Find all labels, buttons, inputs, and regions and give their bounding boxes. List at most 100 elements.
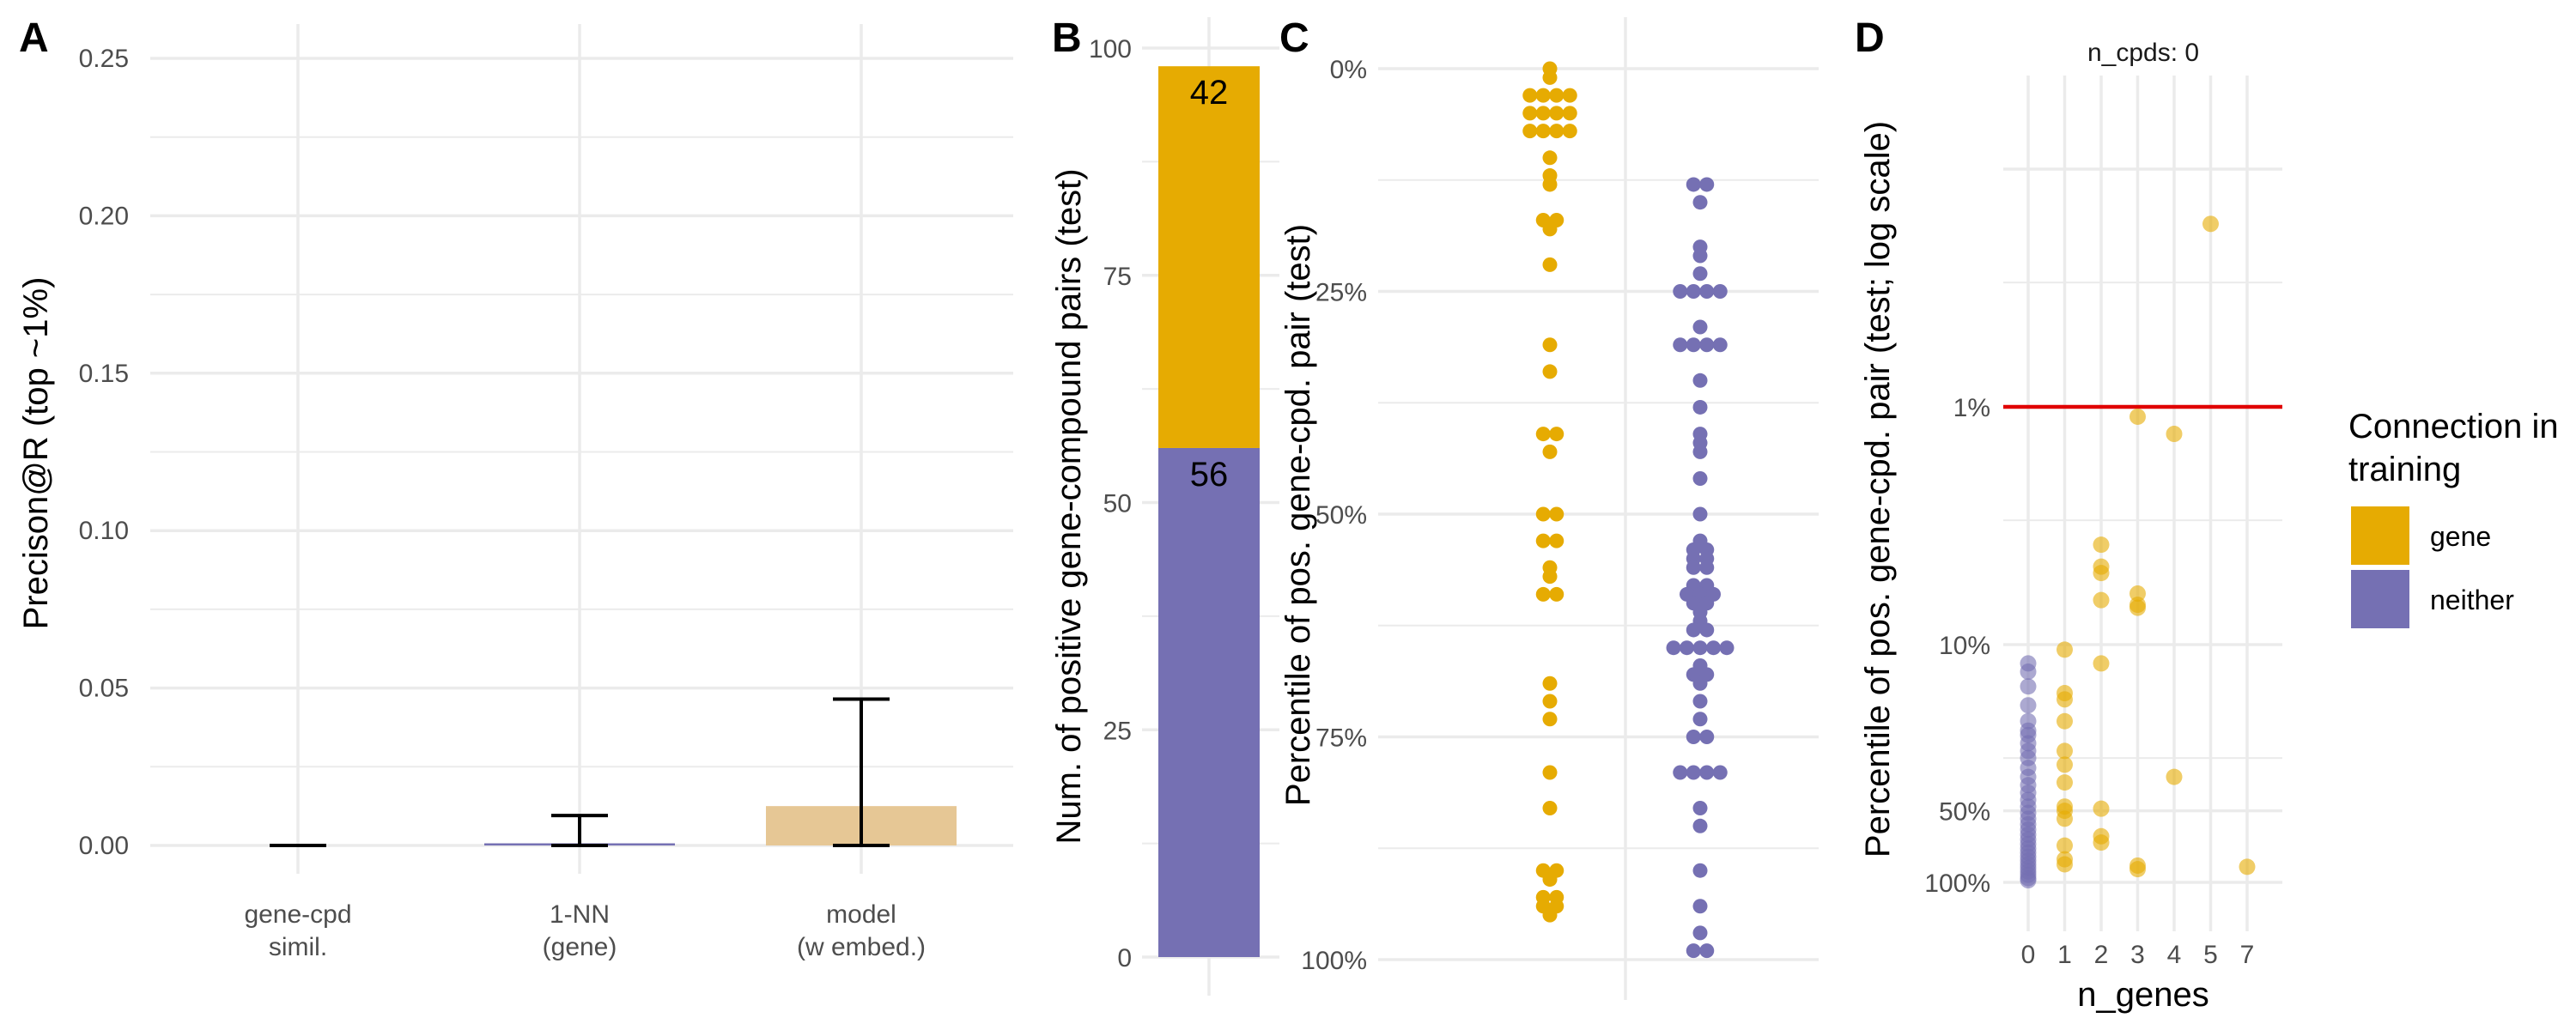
panel-b-y-tick-label: 0 xyxy=(1117,944,1132,972)
panel-c-point-gene xyxy=(1549,533,1564,548)
panel-c-point-neither xyxy=(1666,640,1681,656)
panel-d-point-gene xyxy=(2129,585,2146,603)
panel-d-point-gene xyxy=(2093,834,2110,851)
panel-a-x-tick-label: simil. xyxy=(269,933,327,961)
panel-c-point-gene xyxy=(1549,427,1564,442)
panel-c-point-neither xyxy=(1692,694,1708,709)
panel-c-point-neither xyxy=(1712,337,1728,353)
panel-d-x-tick-label: 7 xyxy=(2240,941,2255,969)
legend: Connection in training gene neither xyxy=(2348,408,2559,628)
panel-a-x-tick-label: gene-cpd xyxy=(244,900,351,929)
panel-c-point-gene xyxy=(1542,257,1558,272)
panel-d-x-tick-label: 3 xyxy=(2130,941,2145,969)
legend-title-line1: Connection in xyxy=(2348,408,2559,445)
panel-d-letter: D xyxy=(1855,15,1885,61)
panel-c-point-gene xyxy=(1549,506,1564,522)
panel-a-y-tick-label: 0.25 xyxy=(79,45,129,73)
panel-c-point-gene xyxy=(1522,106,1538,121)
panel-a-y-tick-label: 0.20 xyxy=(79,202,129,230)
panel-d-y-axis-label: Percentile of pos. gene-cpd. pair (test;… xyxy=(1859,121,1897,857)
panel-c-point-neither xyxy=(1686,337,1701,353)
panel-c-point-gene xyxy=(1542,694,1558,709)
panel-a-x-tick-label: (w embed.) xyxy=(797,933,926,961)
panel-c-point-gene xyxy=(1542,676,1558,691)
panel-c-point-gene xyxy=(1535,124,1551,139)
panel-b-bar-neither xyxy=(1158,447,1260,957)
panel-c-point-gene xyxy=(1549,586,1564,602)
panel-d-points xyxy=(2020,215,2256,889)
panel-c-point-neither xyxy=(1686,943,1701,959)
panel-a-x-ticks: gene-cpd simil. 1-NN (gene) model (w embed.) xyxy=(244,900,926,961)
panel-c-point-neither xyxy=(1686,730,1701,744)
panel-d-point-gene xyxy=(2239,858,2256,876)
panel-c-point-neither xyxy=(1692,899,1708,914)
panel-d-point-gene xyxy=(2057,774,2073,791)
panel-c-point-neither xyxy=(1680,640,1694,656)
panel-d-point-gene xyxy=(2166,426,2183,443)
panel-d-y-tick-label: 100% xyxy=(1924,869,1990,898)
panel-d-x-tick-label: 2 xyxy=(2094,941,2109,969)
panel-c-point-neither xyxy=(1692,676,1708,691)
panel-d-point-gene xyxy=(2093,800,2110,817)
panel-a-x-tick-label: 1-NN xyxy=(550,900,610,929)
panel-b-y-tick-label: 25 xyxy=(1103,717,1132,745)
panel-d-x-tick-label: 5 xyxy=(2203,941,2218,969)
legend-key-gene xyxy=(2351,506,2409,565)
panel-b-bars: 56 42 xyxy=(1158,66,1260,957)
panel-c-point-gene xyxy=(1542,177,1558,192)
panel-c-point-neither xyxy=(1692,640,1708,656)
panel-d-point-gene xyxy=(2129,861,2146,878)
legend-label-neither: neither xyxy=(2430,585,2514,615)
panel-d-y-tick-label: 50% xyxy=(1939,798,1990,827)
panel-c-point-gene xyxy=(1522,124,1538,139)
panel-c-point-gene xyxy=(1562,124,1577,139)
panel-c-point-neither xyxy=(1692,863,1708,878)
panel-c-point-gene xyxy=(1535,506,1551,522)
panel-a-letter: A xyxy=(19,15,49,61)
panel-b-bar-gene xyxy=(1158,66,1260,448)
panel-b-y-tick-label: 100 xyxy=(1089,35,1132,64)
panel-c-point-gene xyxy=(1542,712,1558,727)
panel-d-point-gene xyxy=(2057,691,2073,708)
panel-d-point-neither xyxy=(2020,663,2037,681)
panel-c-point-gene xyxy=(1542,765,1558,780)
panel-c-y-ticks: 0% 25% 50% 75% 100% xyxy=(1301,56,1367,975)
panel-c-point-neither xyxy=(1686,622,1701,638)
panel-c-point-neither xyxy=(1712,284,1728,299)
panel-c-y-tick-label: 50% xyxy=(1315,501,1367,530)
panel-d-grid xyxy=(2003,76,2282,931)
panel-c-points xyxy=(1522,61,1735,959)
panel-d-point-gene xyxy=(2166,768,2183,785)
panel-d-point-gene xyxy=(2057,641,2073,658)
panel-d-point-neither xyxy=(2020,697,2037,714)
panel-d-x-tick-label: 1 xyxy=(2057,941,2072,969)
panel-a-grid xyxy=(150,24,1013,874)
panel-d-y-ticks: 1% 10% 50% 100% xyxy=(1924,394,1990,898)
panel-a-bars xyxy=(484,806,957,845)
legend-title-line2: training xyxy=(2348,451,2461,488)
panel-c-point-neither xyxy=(1692,925,1708,941)
panel-c-point-neither xyxy=(1673,284,1688,299)
panel-c-y-tick-label: 25% xyxy=(1315,279,1367,307)
panel-b-y-tick-label: 75 xyxy=(1103,263,1132,291)
panel-c-point-neither xyxy=(1686,765,1701,780)
panel-c-point-neither xyxy=(1712,765,1728,780)
panel-d-point-gene xyxy=(2093,536,2110,554)
panel-a-y-tick-label: 0.10 xyxy=(79,517,129,545)
panel-d-point-neither xyxy=(2020,872,2037,889)
panel-b-y-axis-label: Num. of positive gene-compound pairs (te… xyxy=(1050,168,1088,844)
panel-c-point-neither xyxy=(1692,712,1708,727)
panel-c-point-gene xyxy=(1562,88,1577,103)
panel-c-point-neither xyxy=(1692,373,1708,388)
panel-c-point-neither xyxy=(1686,560,1701,575)
panel-c-y-tick-label: 0% xyxy=(1330,56,1367,84)
panel-d-x-tick-label: 4 xyxy=(2167,941,2182,969)
panel-c-point-gene xyxy=(1522,88,1538,103)
panel-c-point-gene xyxy=(1542,872,1558,888)
panel-d-x-axis-label: n_genes xyxy=(2077,976,2208,1014)
panel-c-point-neither xyxy=(1686,284,1701,299)
panel-b-y-tick-label: 50 xyxy=(1103,490,1132,518)
panel-a-y-axis-label: Precison@R (top ~1%) xyxy=(17,277,55,630)
